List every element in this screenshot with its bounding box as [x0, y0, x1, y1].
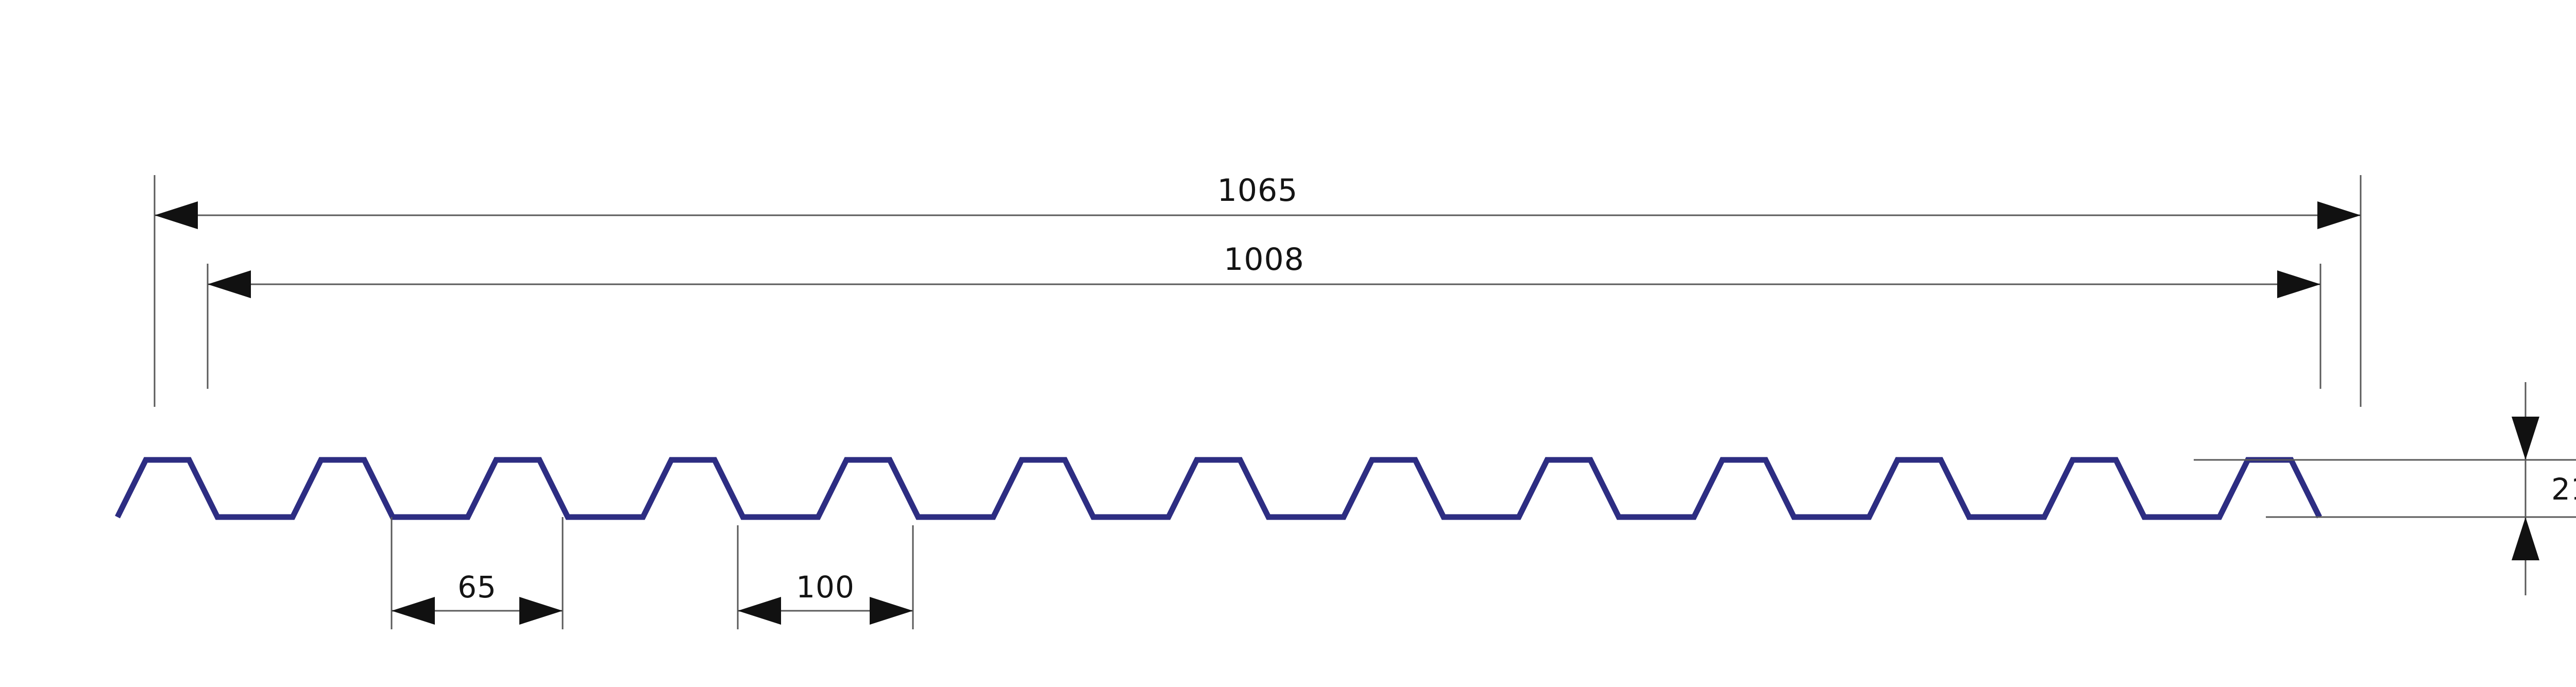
dimension-height: 21 мм: [2194, 382, 2576, 595]
arrow-head-left: [155, 201, 198, 229]
arrow-head-top: [2512, 417, 2539, 460]
arrow-head-right: [2317, 201, 2361, 229]
dimension-rib-width: 65: [392, 570, 563, 625]
arrow-head-bottom: [2512, 517, 2539, 560]
corrugated-profile-path: [115, 457, 2322, 520]
dimension-label-height: 21 мм: [2551, 472, 2576, 507]
extension-lines-top: [154, 175, 2362, 407]
dimension-label-rib-width: 65: [457, 570, 497, 605]
dimension-total-width: 1065: [155, 173, 2361, 229]
arrow-head-right: [870, 597, 913, 625]
dimension-useful-width: 1008: [208, 242, 2320, 298]
arrow-head-left: [738, 597, 781, 625]
dimension-label-pitch: 100: [796, 570, 855, 605]
dimension-label-total-width: 1065: [1217, 173, 1298, 209]
dimension-pitch: 100: [738, 570, 913, 625]
arrow-head-right: [519, 597, 563, 625]
arrow-head-left: [392, 597, 435, 625]
arrow-head-left: [208, 270, 251, 298]
dimension-label-useful-width: 1008: [1224, 242, 1304, 278]
arrow-head-right: [2277, 270, 2320, 298]
